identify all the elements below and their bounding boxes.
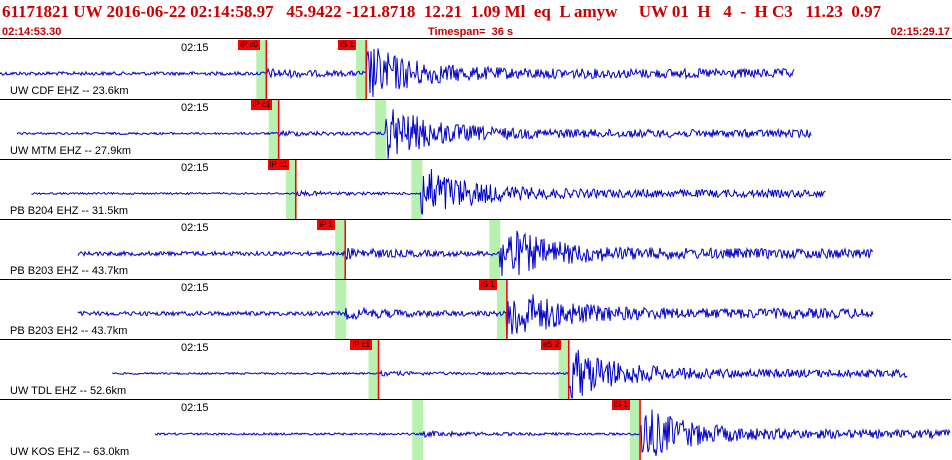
s-window [630,400,641,460]
s-window [356,40,368,99]
s-window [489,220,501,279]
waveform-plot [77,220,874,279]
waveform-trace [0,48,795,97]
seismogram-panel[interactable]: 02:15 UW KOS EHZ -- 63.0km iS 1 [0,400,951,460]
time-tick-label: 02:15 [181,402,209,414]
station-label: PB B203 EH2 -- 43.7km [10,325,128,337]
station-label: UW CDF EHZ -- 23.6km [10,85,129,97]
s-pick-flag[interactable]: iS 1 [612,400,630,410]
p-pick-flag[interactable]: iP c0 [238,40,260,50]
seismogram-panel[interactable]: 02:15 UW CDF EHZ -- 23.6km iP c0 iS 1 [0,40,951,100]
waveform-plot [112,340,908,399]
time-tick-label: 02:15 [181,282,209,294]
event-header: 61171821 UW 2016-06-22 02:14:58.97 45.94… [0,0,952,40]
p-pick-flag[interactable]: iP 1 [317,220,335,230]
seismogram-panel[interactable]: 02:15 PB B204 EHZ -- 31.5km iP c1 [0,160,951,220]
p-window [412,400,424,460]
time-tick-label: 02:15 [181,42,209,54]
s-pick-flag[interactable]: iS 1 [478,280,497,290]
station-label: UW MTM EHZ -- 27.9km [10,145,131,157]
s-pick-flag[interactable]: eS 2 [540,340,562,350]
p-window [335,220,347,279]
end-time: 02:15:29.17 [890,26,950,38]
station-label: PB B204 EHZ -- 31.5km [10,205,128,217]
time-tick-label: 02:15 [181,342,209,354]
event-summary: 61171821 UW 2016-06-22 02:14:58.97 45.94… [2,2,882,21]
waveform-plot [154,400,951,460]
p-window [335,280,347,339]
p-window [368,340,380,399]
waveform-trace [31,168,826,215]
station-label: UW TDL EHZ -- 52.6km [10,385,127,397]
s-pick-flag[interactable]: iS 1 [338,40,356,50]
p-pick-flag[interactable]: iP c1 [267,160,290,170]
p-window [285,160,297,219]
p-pick-flag[interactable]: iP c1 [250,100,273,110]
waveform-trace [77,294,874,339]
waveform-trace [154,409,951,457]
s-window [375,100,387,159]
s-window [411,160,423,219]
p-pick-flag[interactable]: iP c1 [350,340,373,350]
time-tick-label: 02:15 [181,102,209,114]
timespan: Timespan= 36 s [428,26,514,38]
station-label: UW KOS EHZ -- 63.0km [10,446,130,458]
seismogram-panel[interactable]: 02:15 UW TDL EHZ -- 52.6km iP c1 eS 2 [0,340,951,400]
waveform-trace [112,349,908,399]
time-tick-label: 02:15 [181,222,209,234]
s-window [496,280,508,339]
seismogram-panel[interactable]: 02:15 PB B203 EH2 -- 43.7km iS 1 [0,280,951,340]
waveform-trace [77,230,874,277]
waveform-plot [31,160,826,219]
time-tick-label: 02:15 [181,162,209,174]
p-window [256,40,268,99]
start-time: 02:14:53.30 [2,26,62,38]
p-window [268,100,280,159]
seismogram-panel[interactable]: 02:15 PB B203 EHZ -- 43.7km iP 1 [0,220,951,280]
header-divider [0,38,952,39]
seismogram-panel[interactable]: 02:15 UW MTM EHZ -- 27.9km iP c1 [0,100,951,160]
waveform-trace [16,109,812,159]
waveform-plot [0,40,795,99]
s-window [558,340,570,399]
station-label: PB B203 EHZ -- 43.7km [10,265,128,277]
waveform-plot [77,280,874,339]
waveform-plot [16,100,812,159]
